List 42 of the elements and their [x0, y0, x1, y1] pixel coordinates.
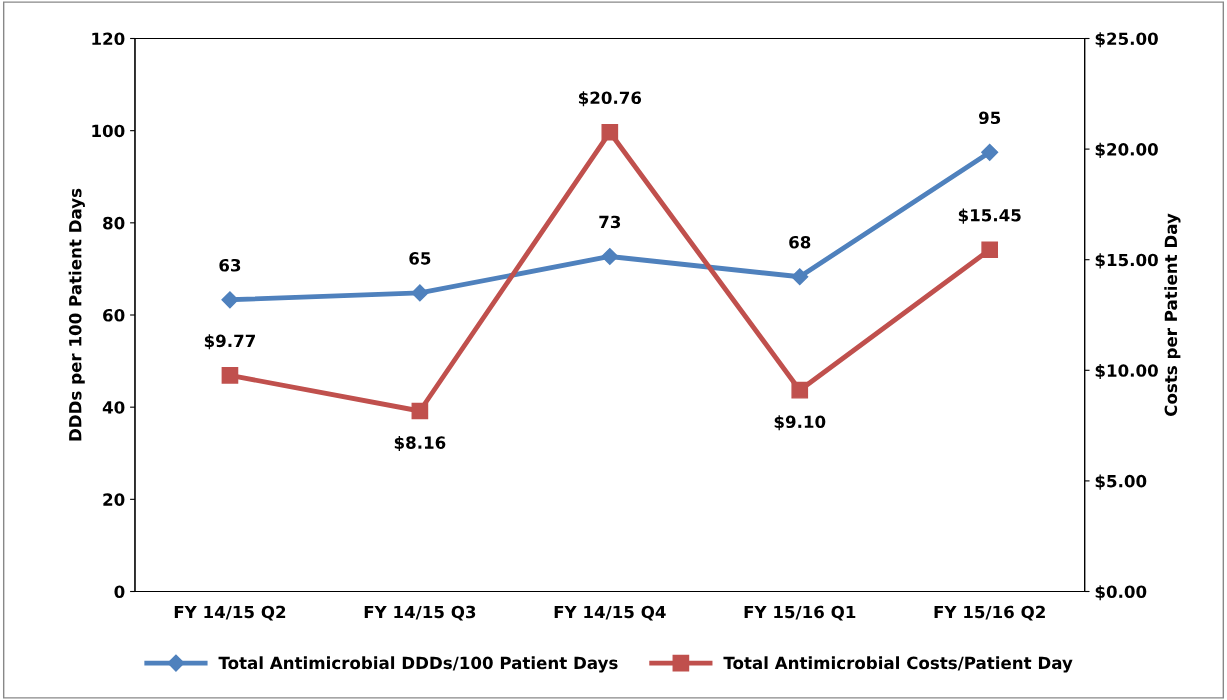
point [221, 367, 239, 384]
point [601, 123, 619, 141]
y2-tick-label: $25.00 [1095, 32, 1158, 48]
y-tick-label: 20 [103, 493, 125, 506]
x-tick-label: FY 14/15 Q2 [174, 605, 286, 621]
point [601, 247, 619, 266]
y2-tick-label: $5.00 [1095, 474, 1147, 490]
y-tick-label: 120 [92, 32, 125, 46]
y2-axis-title: Costs per Patient Day [1164, 213, 1181, 416]
x-tick-label: FY 15/16 Q2 [934, 605, 1045, 621]
data-label: 63 [219, 258, 241, 272]
y-tick-label: 80 [103, 216, 125, 230]
data-label: $9.77 [204, 334, 255, 350]
y-tick-label: 60 [103, 308, 125, 322]
data-label: $8.16 [394, 436, 446, 452]
point [791, 381, 809, 399]
y2-tick-label: $15.00 [1095, 253, 1158, 269]
point [411, 284, 429, 302]
y2-tick-label: $10.00 [1095, 363, 1158, 380]
legend-label: Total Antimicrobial Costs/Patient Day [723, 656, 1073, 673]
point [221, 291, 239, 309]
data-label: $20.76 [578, 91, 642, 107]
y-tick-label: 0 [114, 585, 125, 599]
y-tick-label: 100 [92, 124, 125, 138]
data-label: $9.10 [774, 415, 826, 431]
y2-tick-label: $0.00 [1095, 585, 1147, 601]
point [791, 268, 809, 286]
point [411, 402, 429, 420]
data-label: $15.45 [958, 208, 1021, 224]
y-tick-label: 40 [102, 401, 125, 414]
y-axis-title: DDDs per 100 Patient Days [68, 188, 85, 441]
point [981, 241, 999, 259]
data-label: 73 [599, 215, 621, 229]
point [981, 143, 999, 161]
data-label: 65 [409, 252, 431, 265]
data-label: 68 [789, 235, 811, 249]
x-tick-label: FY 14/15 Q4 [554, 605, 666, 621]
legend-label: Total Antimicrobial DDDs/100 Patient Days [218, 656, 618, 673]
data-label: 95 [978, 111, 1001, 125]
y2-tick-label: $20.00 [1095, 142, 1158, 158]
x-tick-label: FY 14/15 Q3 [364, 605, 476, 621]
x-tick-label: FY 15/16 Q1 [744, 605, 856, 621]
